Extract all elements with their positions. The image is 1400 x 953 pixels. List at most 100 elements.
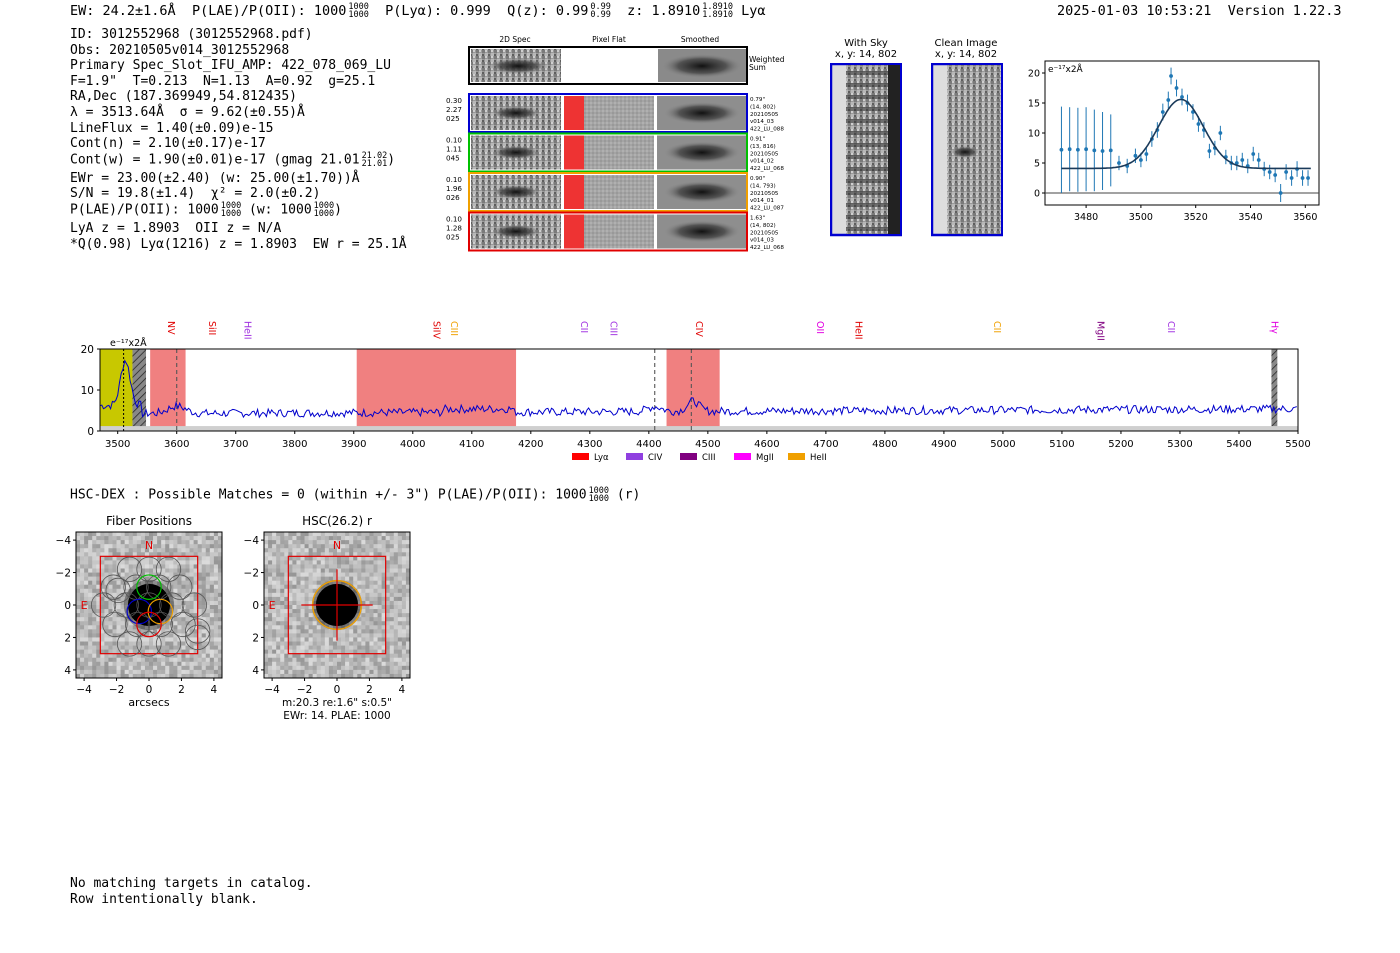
fiber-pixel (205, 576, 211, 581)
fiber-pixel (136, 572, 142, 577)
hsc-pixel (272, 592, 277, 598)
fiber-pixel (213, 544, 219, 549)
hsc-pixel (296, 540, 301, 545)
fiber-pixel (112, 552, 117, 557)
info-lya: LyA z = 1.8903 OII z = N/A (70, 220, 282, 236)
fiber-pixel (84, 653, 89, 659)
hsc-pixel (328, 560, 334, 565)
fiber-pixel (100, 576, 105, 581)
fiber-pixel (100, 568, 105, 573)
fiber-pixel (120, 673, 125, 679)
fiber-pixel (80, 584, 85, 590)
hsc-pixel (308, 540, 313, 545)
hsc-pixel (328, 657, 334, 663)
fiber-pixel (209, 665, 215, 671)
fiber-pixel (84, 613, 89, 618)
hsc-pixel (369, 568, 374, 573)
fiber-pixel (80, 653, 85, 659)
sky-stripe (846, 167, 888, 171)
cutout-gap (654, 135, 657, 170)
fiber-pixel (165, 665, 170, 671)
hsc-pixel (332, 657, 338, 663)
hsc-pixel (397, 621, 403, 626)
hsc-pixel (280, 633, 285, 638)
hsc-pixel (337, 548, 342, 553)
hsc-pixel (288, 600, 293, 606)
hsc-pixel (280, 673, 285, 679)
hsc-pixel (300, 657, 305, 663)
fiber-pixel (92, 540, 97, 545)
fiber-pixel (173, 600, 178, 606)
fiber-pixel (165, 580, 170, 586)
hsc-pixel (349, 657, 354, 663)
hsc-pixel (320, 669, 326, 675)
sky-stripe (846, 155, 888, 159)
hsc-pixel (377, 661, 382, 667)
fiber-pixel (88, 548, 93, 553)
fiber-pixel (76, 633, 81, 638)
hsc-pixel (316, 576, 322, 581)
hsc-pixel (405, 629, 411, 634)
fiber-pixel (140, 572, 146, 577)
hsc-pixel (361, 540, 366, 545)
hsc-pixel (288, 617, 293, 622)
fiber-pixel (96, 621, 101, 626)
hsc-pixel (349, 568, 354, 573)
hsc-pixel (373, 592, 378, 598)
hsc-pixel (389, 669, 395, 675)
fiber-pixel (165, 548, 170, 553)
hsc-pixel (312, 625, 318, 630)
fiber-pixel (116, 540, 121, 545)
fiber-pixel (201, 592, 207, 598)
fiber-pixel (88, 613, 93, 618)
hsc-pixel (405, 600, 411, 606)
hsc-pixel (389, 629, 395, 634)
hsc-pixel (288, 536, 293, 541)
hsc-pixel (389, 633, 395, 638)
hsc-pixel (268, 544, 273, 549)
hsc-pixel (316, 637, 322, 642)
hsc-pixel (381, 588, 386, 594)
hsc-pixel (320, 653, 326, 659)
hsc-pixel (341, 661, 346, 667)
fiber-xtick-label: −4 (76, 684, 92, 696)
hsc-pixel (308, 548, 313, 553)
fiber-pixel (209, 633, 215, 638)
fiber-pixel (116, 641, 121, 646)
fiber-pixel (205, 556, 211, 561)
hsc-pixel (280, 600, 285, 606)
fiber-pixel (116, 605, 121, 610)
fiber-pixel (149, 665, 154, 671)
fiber-pixel (197, 625, 203, 630)
fiber-pixel (80, 669, 85, 675)
fit-point (1289, 176, 1294, 180)
fiber-pixel (100, 548, 105, 553)
hsc-pixel (385, 673, 391, 679)
fiber-pixel (213, 580, 219, 586)
fiber-pixel (165, 532, 170, 537)
spec-xtick-label: 5300 (1167, 439, 1192, 450)
fiber-pixel (201, 584, 207, 590)
fiber-pixel (205, 560, 211, 565)
hsc-pixel (353, 637, 358, 642)
hsc-pixel (397, 629, 403, 634)
hsc-pixel (393, 645, 399, 650)
hsc-pixel (296, 621, 301, 626)
with-sky-label: With Sky (844, 38, 888, 49)
hsc-pixel (296, 580, 301, 586)
hsc-pixel (296, 673, 301, 679)
hsc-pixel (365, 673, 370, 679)
hsc-pixel (284, 613, 289, 618)
fiber-pixel (185, 536, 190, 541)
hsc-pixel (401, 633, 407, 638)
fiber-pixel (120, 653, 125, 659)
hsc-pixel (308, 673, 313, 679)
hsc-pixel (316, 653, 322, 659)
fiber-pixel (209, 600, 215, 606)
fiber-pixel (169, 536, 174, 541)
hsc-pixel (397, 657, 403, 663)
fiber-pixel (213, 633, 219, 638)
hsc-pixel (284, 572, 289, 577)
fiber-pixel (92, 617, 97, 622)
spec-xtick-label: 5500 (1285, 439, 1310, 450)
